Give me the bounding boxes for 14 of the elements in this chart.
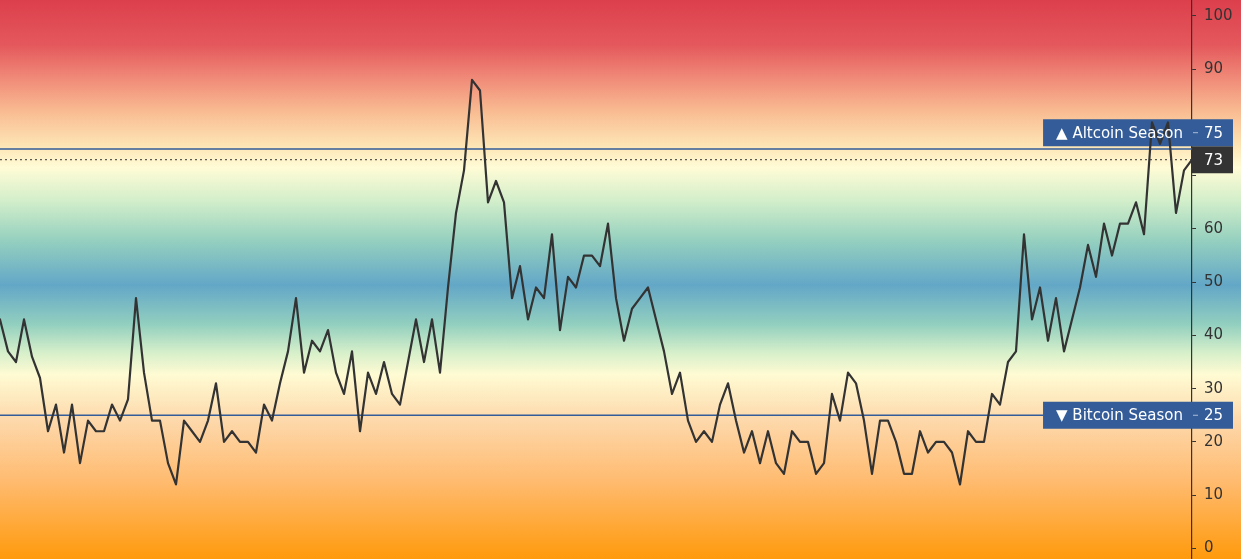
y-tick-label: 20 <box>1204 431 1224 450</box>
y-tick-label: 50 <box>1204 272 1224 291</box>
y-tick-label: 40 <box>1204 325 1224 344</box>
ref-line-label: 73 <box>1204 150 1224 169</box>
y-tick-label: 90 <box>1204 59 1224 78</box>
ref-line-label: ▼ Bitcoin Season <box>1056 406 1183 425</box>
y-tick-label: 100 <box>1204 5 1233 24</box>
text: 75 <box>1204 123 1224 142</box>
y-tick-label: 30 <box>1204 378 1224 397</box>
y-tick-label: 0 <box>1204 538 1214 557</box>
ref-line-label: ▲ Altcoin Season <box>1056 123 1183 142</box>
text: 25 <box>1204 406 1224 425</box>
y-tick-label: 10 <box>1204 485 1224 503</box>
y-tick-label: 60 <box>1204 218 1224 237</box>
